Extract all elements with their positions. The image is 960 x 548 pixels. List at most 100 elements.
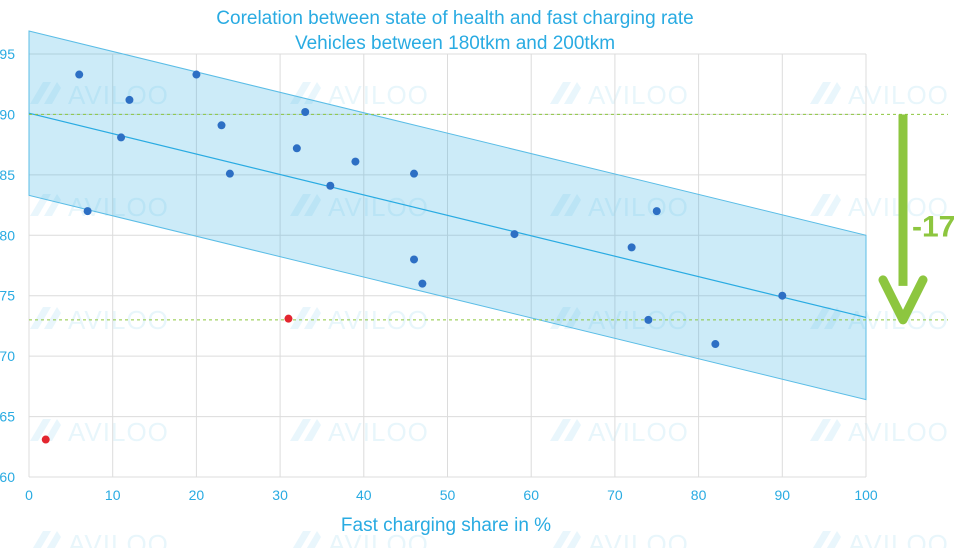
- data-point: [83, 207, 92, 216]
- data-point: [410, 169, 419, 178]
- data-point: [644, 315, 653, 324]
- data-point: [778, 291, 787, 300]
- watermark-text: AVILOO: [588, 192, 689, 222]
- watermark: AVILOO: [810, 192, 949, 222]
- watermark-logo: [46, 531, 61, 548]
- data-point: [652, 207, 661, 216]
- outlier-point: [284, 314, 293, 323]
- outlier-point: [41, 435, 50, 444]
- delta-value: -17: [912, 210, 955, 243]
- watermark-text: AVILOO: [848, 192, 949, 222]
- x-tick-label: 80: [691, 487, 707, 503]
- watermark: AVILOO: [30, 305, 168, 335]
- data-point: [410, 255, 419, 264]
- data-point: [225, 169, 234, 178]
- watermark-text: AVILOO: [328, 417, 429, 447]
- watermark-logo: [550, 82, 571, 104]
- data-point: [326, 181, 335, 190]
- x-tick-label: 50: [440, 487, 456, 503]
- watermark-text: AVILOO: [588, 417, 689, 447]
- x-tick-label: 100: [854, 487, 878, 503]
- data-point: [217, 121, 226, 130]
- watermark: AVILOO: [550, 80, 689, 110]
- chart-subtitle: Vehicles between 180tkm and 200tkm: [295, 33, 615, 54]
- watermark-logo: [44, 82, 61, 104]
- watermark: AVILOO: [552, 529, 689, 548]
- watermark-logo: [290, 307, 311, 329]
- watermark-logo: [826, 531, 841, 548]
- delta-arrow-head: [878, 275, 928, 325]
- watermark-logo: [566, 531, 581, 548]
- watermark-logo: [30, 419, 51, 441]
- y-tick-label: 90: [0, 106, 15, 122]
- y-tick-label: 95: [0, 46, 15, 62]
- watermark-logo: [290, 194, 311, 216]
- x-tick-label: 20: [189, 487, 205, 503]
- watermark-logo: [304, 194, 321, 216]
- data-point: [627, 243, 636, 252]
- watermark: AVILOO: [810, 417, 949, 447]
- watermark: AVILOO: [32, 529, 168, 548]
- data-point: [292, 144, 301, 153]
- watermark-logo: [550, 194, 571, 216]
- chart-title: Corelation between state of health and f…: [216, 8, 693, 29]
- y-tick-label: 80: [0, 227, 15, 243]
- watermark-logo: [290, 419, 311, 441]
- watermark: AVILOO: [290, 80, 429, 110]
- watermark-logo: [304, 307, 321, 329]
- data-point: [351, 157, 360, 166]
- watermark-logo: [44, 307, 61, 329]
- watermark-logo: [304, 82, 321, 104]
- y-tick-label: 75: [0, 288, 15, 304]
- x-tick-label: 30: [272, 487, 288, 503]
- data-point: [75, 70, 84, 79]
- watermark-text: AVILOO: [848, 529, 949, 548]
- watermark-logo: [810, 307, 831, 329]
- watermark-text: AVILOO: [328, 529, 429, 548]
- watermark-text: AVILOO: [848, 417, 949, 447]
- watermark-text: AVILOO: [328, 80, 429, 110]
- watermark: AVILOO: [292, 529, 429, 548]
- x-tick-label: 0: [25, 487, 33, 503]
- x-tick-label: 70: [607, 487, 623, 503]
- watermark-logo: [292, 531, 311, 548]
- watermark: AVILOO: [810, 80, 949, 110]
- x-tick-label: 90: [775, 487, 791, 503]
- watermark: AVILOO: [30, 80, 169, 110]
- y-tick-label: 65: [0, 409, 15, 425]
- watermark-logo: [30, 82, 51, 104]
- data-point: [125, 95, 134, 104]
- axis-ticks: 0 10 20 30 40 50 60 70 80 90 100 60 65 70 75 80 85 90 95: [0, 46, 878, 503]
- watermark-text: AVILOO: [588, 80, 689, 110]
- watermark-logo: [550, 419, 571, 441]
- watermark-logo: [564, 82, 581, 104]
- x-tick-label: 60: [523, 487, 539, 503]
- watermark-logo: [810, 82, 831, 104]
- watermark-logo: [812, 531, 831, 548]
- watermark-logo: [44, 194, 61, 216]
- confidence-band-layer: [28, 30, 867, 401]
- watermark-text: AVILOO: [588, 529, 689, 548]
- data-point: [192, 70, 201, 79]
- watermark-logo: [810, 194, 831, 216]
- watermark-logo: [824, 82, 841, 104]
- watermark-text: AVILOO: [848, 80, 949, 110]
- watermark-logo: [564, 194, 581, 216]
- trend-line: [28, 112, 867, 319]
- watermark-logo: [824, 307, 841, 329]
- watermark-logo: [304, 419, 321, 441]
- y-tick-label: 60: [0, 469, 15, 485]
- watermark-text: AVILOO: [68, 80, 169, 110]
- watermark-logo: [564, 419, 581, 441]
- delta-annotation: -17: [878, 114, 955, 325]
- y-tick-label: 85: [0, 167, 15, 183]
- watermark: AVILOO: [30, 417, 168, 447]
- data-points: [41, 70, 787, 444]
- watermark-logo: [290, 82, 311, 104]
- watermark-logo: [306, 531, 321, 548]
- watermark: AVILOO: [550, 192, 689, 222]
- x-tick-label: 40: [356, 487, 372, 503]
- y-tick-label: 70: [0, 348, 15, 364]
- data-point: [117, 133, 126, 142]
